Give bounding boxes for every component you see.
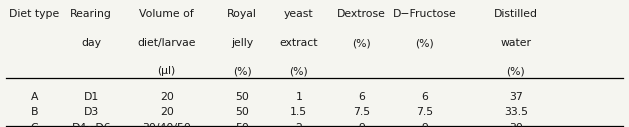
Text: D4∼D6: D4∼D6 <box>72 123 111 127</box>
Text: C: C <box>31 123 38 127</box>
Text: D−Fructose: D−Fructose <box>392 9 457 19</box>
Text: (%): (%) <box>415 38 434 48</box>
Text: extract: extract <box>279 38 318 48</box>
Text: 20: 20 <box>160 92 174 102</box>
Text: 9: 9 <box>421 123 428 127</box>
Text: 6: 6 <box>359 92 365 102</box>
Text: Distilled: Distilled <box>494 9 538 19</box>
Text: A: A <box>31 92 38 102</box>
Text: day: day <box>81 38 101 48</box>
Text: jelly: jelly <box>231 38 253 48</box>
Text: 50: 50 <box>235 92 249 102</box>
Text: (%): (%) <box>289 66 308 76</box>
Text: 50: 50 <box>235 107 249 117</box>
Text: yeast: yeast <box>284 9 314 19</box>
Text: 20: 20 <box>160 107 174 117</box>
Text: 33.5: 33.5 <box>504 107 528 117</box>
Text: D3: D3 <box>84 107 99 117</box>
Text: (μl): (μl) <box>157 66 176 76</box>
Text: 7.5: 7.5 <box>416 107 433 117</box>
Text: B: B <box>31 107 38 117</box>
Text: 2: 2 <box>296 123 302 127</box>
Text: 50: 50 <box>235 123 249 127</box>
Text: (%): (%) <box>233 66 252 76</box>
Text: (%): (%) <box>352 38 371 48</box>
Text: 30/40/50: 30/40/50 <box>142 123 191 127</box>
Text: 7.5: 7.5 <box>353 107 370 117</box>
Text: D1: D1 <box>84 92 99 102</box>
Text: 30: 30 <box>509 123 523 127</box>
Text: diet/larvae: diet/larvae <box>137 38 196 48</box>
Text: 6: 6 <box>421 92 428 102</box>
Text: Rearing: Rearing <box>70 9 112 19</box>
Text: water: water <box>500 38 532 48</box>
Text: Royal: Royal <box>227 9 257 19</box>
Text: (%): (%) <box>506 66 525 76</box>
Text: Dextrose: Dextrose <box>337 9 386 19</box>
Text: Volume of: Volume of <box>139 9 194 19</box>
Text: 9: 9 <box>359 123 365 127</box>
Text: 1.5: 1.5 <box>290 107 308 117</box>
Text: 37: 37 <box>509 92 523 102</box>
Text: 1: 1 <box>296 92 302 102</box>
Text: Diet type: Diet type <box>9 9 60 19</box>
